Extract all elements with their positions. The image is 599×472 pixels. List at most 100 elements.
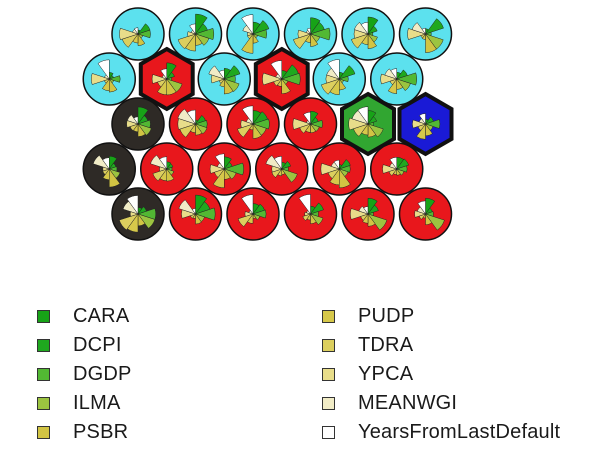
glyph-segment bbox=[384, 68, 398, 80]
som-cell bbox=[197, 52, 251, 106]
glyph-segment bbox=[367, 198, 378, 215]
legend-item-pudp: PUDP bbox=[322, 302, 560, 331]
som-cell bbox=[82, 52, 136, 106]
glyph-segment bbox=[137, 213, 156, 229]
legend-swatch bbox=[37, 310, 50, 323]
legend-item-dgdp: DGDP bbox=[37, 360, 132, 389]
glyph-segment bbox=[362, 213, 369, 224]
glyph-segment bbox=[151, 74, 168, 84]
glyph-segment bbox=[223, 162, 244, 176]
som-cell bbox=[138, 46, 195, 112]
legend-label: DGDP bbox=[73, 363, 132, 385]
som-cell bbox=[341, 7, 395, 61]
glyph-segment bbox=[194, 123, 208, 135]
glyph-segment bbox=[412, 119, 427, 129]
glyph-segment bbox=[252, 209, 267, 219]
glyph-segment bbox=[270, 60, 282, 80]
glyph-segment bbox=[159, 156, 167, 170]
glyph-segment bbox=[126, 195, 139, 215]
glyph-segment bbox=[360, 22, 369, 35]
legend-label: MEANWGI bbox=[358, 392, 458, 414]
som-cell bbox=[253, 46, 310, 112]
glyph-segment bbox=[367, 204, 379, 215]
som-cell bbox=[226, 7, 280, 61]
legend-swatch bbox=[322, 426, 335, 439]
som-cell bbox=[312, 142, 366, 196]
glyph-segment bbox=[133, 116, 139, 125]
glyph-segment bbox=[195, 194, 207, 215]
glyph-segment bbox=[320, 163, 341, 175]
glyph-segment bbox=[92, 154, 110, 170]
glyph-segment bbox=[424, 119, 441, 129]
som-cell bbox=[226, 187, 280, 241]
glyph-segment bbox=[191, 208, 196, 215]
legend-item-tdra: TDRA bbox=[322, 331, 560, 360]
glyph-segment bbox=[367, 16, 379, 35]
legend-swatch bbox=[37, 339, 50, 352]
glyph-segment bbox=[137, 106, 149, 125]
glyph-segment bbox=[137, 33, 146, 46]
legend-label: PSBR bbox=[73, 421, 129, 443]
glyph-segment bbox=[109, 168, 121, 188]
glyph-segment bbox=[194, 28, 215, 40]
glyph-segment bbox=[252, 123, 262, 139]
glyph-segment bbox=[126, 114, 139, 125]
glyph-segment bbox=[223, 78, 240, 93]
glyph-segment bbox=[417, 200, 426, 215]
glyph-segment bbox=[309, 123, 320, 132]
glyph-segment bbox=[396, 168, 405, 176]
glyph-segment bbox=[194, 33, 210, 46]
glyph-segment bbox=[166, 62, 177, 80]
glyph-segment bbox=[320, 78, 340, 95]
glyph-segment bbox=[240, 119, 254, 129]
glyph-segment bbox=[281, 168, 298, 183]
glyph-segment bbox=[177, 33, 197, 50]
legend-label: YearsFromLastDefault bbox=[358, 421, 561, 443]
glyph-segment bbox=[382, 164, 398, 174]
glyph-segment bbox=[195, 123, 203, 136]
glyph-segment bbox=[357, 106, 369, 125]
som-cell bbox=[255, 142, 309, 196]
glyph-segment bbox=[166, 168, 175, 182]
glyph-segment bbox=[309, 119, 323, 129]
glyph-segment bbox=[367, 25, 378, 35]
glyph-segment bbox=[389, 156, 397, 170]
som-cell bbox=[197, 142, 251, 196]
som-cell bbox=[283, 187, 338, 241]
glyph-segment bbox=[178, 199, 197, 215]
legend-item-dcpi: DCPI bbox=[37, 331, 132, 360]
legend-left-column: CARA DCPI DGDP ILMA PSBR bbox=[37, 302, 132, 447]
legend-item-psbr: PSBR bbox=[37, 418, 132, 447]
legend-swatch bbox=[37, 368, 50, 381]
glyph-segment bbox=[310, 17, 321, 35]
glyph-segment bbox=[309, 213, 324, 225]
legend-swatch bbox=[322, 339, 335, 352]
glyph-segment bbox=[137, 29, 151, 39]
som-cell bbox=[111, 187, 165, 241]
som-cell bbox=[370, 52, 424, 106]
som-cell bbox=[341, 187, 395, 241]
glyph-segment bbox=[252, 20, 270, 35]
glyph-segment bbox=[421, 27, 426, 35]
glyph-segment bbox=[396, 78, 411, 91]
glyph-segment bbox=[223, 65, 241, 80]
glyph-segment bbox=[293, 33, 312, 49]
glyph-segment bbox=[416, 123, 426, 140]
glyph-segment bbox=[310, 33, 319, 47]
som-cell bbox=[398, 187, 453, 241]
glyph-segment bbox=[367, 213, 388, 231]
legend-swatch bbox=[37, 426, 50, 439]
som-cell bbox=[226, 97, 280, 151]
som-cell bbox=[168, 97, 223, 151]
glyph-segment bbox=[273, 156, 282, 170]
glyph-segment bbox=[166, 72, 175, 80]
glyph-segment bbox=[396, 158, 409, 170]
glyph-segment bbox=[367, 123, 384, 138]
glyph-segment bbox=[244, 211, 254, 217]
glyph-segment bbox=[411, 22, 427, 35]
glyph-segment bbox=[367, 123, 377, 138]
som-cell bbox=[283, 7, 338, 61]
legend-item-ypca: YPCA bbox=[322, 360, 560, 389]
glyph-segment bbox=[241, 14, 254, 35]
glyph-segment bbox=[212, 168, 225, 189]
